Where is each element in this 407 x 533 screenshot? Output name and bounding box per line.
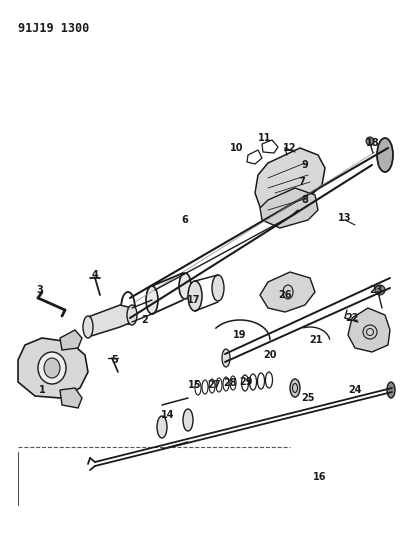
Text: 1: 1 <box>39 385 45 395</box>
Ellipse shape <box>222 349 230 367</box>
Ellipse shape <box>146 286 158 314</box>
Text: 10: 10 <box>230 143 244 153</box>
Polygon shape <box>18 338 88 398</box>
Polygon shape <box>60 388 82 408</box>
Text: 5: 5 <box>112 355 118 365</box>
Text: 11: 11 <box>258 133 272 143</box>
Ellipse shape <box>127 305 137 325</box>
Ellipse shape <box>377 138 393 172</box>
Text: 12: 12 <box>283 143 297 153</box>
Polygon shape <box>260 188 318 228</box>
Ellipse shape <box>38 352 66 384</box>
Text: 13: 13 <box>338 213 352 223</box>
Text: 28: 28 <box>223 378 237 388</box>
Polygon shape <box>60 330 82 350</box>
Ellipse shape <box>83 316 93 338</box>
Text: 16: 16 <box>313 472 327 482</box>
Text: 9: 9 <box>302 160 309 170</box>
Polygon shape <box>348 308 390 352</box>
Polygon shape <box>88 305 132 337</box>
Text: 29: 29 <box>239 377 253 387</box>
Text: 4: 4 <box>92 270 98 280</box>
Ellipse shape <box>183 409 193 431</box>
Text: 26: 26 <box>278 290 292 300</box>
Text: 7: 7 <box>299 177 305 187</box>
Ellipse shape <box>157 416 167 438</box>
Ellipse shape <box>44 358 60 378</box>
Text: 18: 18 <box>366 138 380 148</box>
Circle shape <box>375 285 385 295</box>
Text: 3: 3 <box>37 285 44 295</box>
Text: 91J19 1300: 91J19 1300 <box>18 22 89 35</box>
Text: 22: 22 <box>345 313 359 323</box>
Text: 19: 19 <box>233 330 247 340</box>
Text: 8: 8 <box>302 195 309 205</box>
Polygon shape <box>255 148 325 215</box>
Text: 17: 17 <box>187 295 201 305</box>
Text: 24: 24 <box>348 385 362 395</box>
Ellipse shape <box>387 382 395 398</box>
Text: 14: 14 <box>161 410 175 420</box>
Text: 25: 25 <box>301 393 315 403</box>
Ellipse shape <box>290 379 300 397</box>
Ellipse shape <box>212 275 224 301</box>
Polygon shape <box>260 272 315 312</box>
Text: 6: 6 <box>182 215 188 225</box>
Text: 15: 15 <box>188 380 202 390</box>
Text: 20: 20 <box>263 350 277 360</box>
Text: 21: 21 <box>309 335 323 345</box>
Ellipse shape <box>179 273 191 299</box>
Text: 27: 27 <box>207 380 221 390</box>
Text: 2: 2 <box>142 315 149 325</box>
Circle shape <box>366 137 374 145</box>
Ellipse shape <box>188 281 202 311</box>
Text: 23: 23 <box>369 285 383 295</box>
